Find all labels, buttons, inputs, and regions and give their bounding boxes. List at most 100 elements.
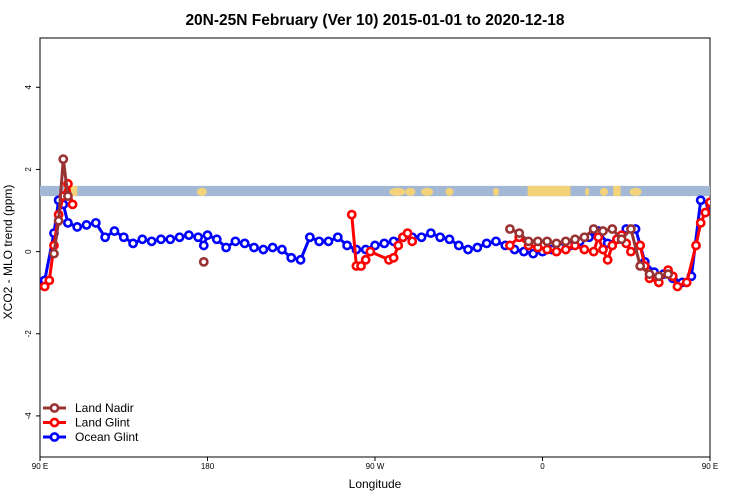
data-point — [356, 261, 366, 271]
land-patch — [492, 187, 499, 196]
land-segment — [613, 185, 621, 197]
data-point — [453, 240, 464, 251]
data-point — [402, 228, 413, 239]
data-point — [137, 234, 148, 245]
x-tick-label: 90 E — [32, 462, 48, 471]
land-patch — [421, 187, 434, 196]
data-point — [221, 242, 232, 253]
data-point — [588, 224, 599, 234]
ocean-band — [40, 185, 710, 197]
data-point — [579, 232, 590, 243]
data-point — [716, 219, 723, 226]
land-patch — [629, 187, 642, 196]
data-point — [598, 244, 608, 255]
data-point — [607, 224, 618, 234]
data-point — [295, 254, 306, 265]
data-point — [277, 244, 287, 255]
data-point — [532, 236, 543, 247]
data-point — [249, 242, 259, 253]
data-point — [681, 277, 692, 288]
data-point — [491, 236, 501, 247]
data-point — [44, 275, 55, 286]
data-point — [444, 234, 455, 245]
series-line — [724, 159, 738, 254]
legend-label: Land Glint — [75, 416, 130, 430]
data-point — [58, 154, 69, 165]
data-point — [258, 244, 269, 255]
legend-marker — [49, 417, 60, 428]
data-point — [626, 224, 636, 234]
y-tick-label: -4 — [24, 412, 33, 420]
y-axis: -4 -2 0 2 4 — [24, 85, 40, 420]
data-point — [691, 240, 701, 251]
data-point — [407, 236, 418, 247]
data-point — [156, 234, 166, 245]
data-point — [211, 234, 222, 245]
data-point — [481, 238, 492, 249]
y-axis-label: XCO2 - MLO trend (ppm) — [1, 185, 15, 320]
data-point — [332, 232, 343, 243]
data-point — [63, 191, 73, 202]
data-point — [109, 226, 120, 236]
data-point — [700, 207, 710, 218]
land-segment — [734, 186, 747, 196]
data-point — [560, 244, 571, 255]
data-point — [560, 236, 571, 247]
y-tick-label: -2 — [24, 330, 33, 338]
data-point — [286, 252, 297, 263]
data-point — [323, 236, 334, 247]
data-point — [90, 217, 101, 228]
data-point — [360, 254, 371, 265]
data-point — [523, 236, 534, 247]
data-point — [365, 246, 376, 257]
data-point — [463, 244, 473, 255]
data-point — [165, 234, 176, 245]
data-point — [644, 269, 655, 280]
data-point — [695, 217, 706, 228]
data-point — [593, 232, 604, 243]
data-point — [725, 223, 732, 230]
data-point — [435, 232, 446, 243]
data-point — [716, 180, 723, 187]
data-point — [40, 281, 50, 292]
land-ocean-band — [40, 185, 747, 197]
x-tick-label: 90 W — [366, 462, 385, 471]
data-point — [705, 197, 710, 208]
data-point — [570, 234, 580, 245]
data-point — [100, 232, 111, 243]
data-point — [744, 219, 750, 226]
data-point — [528, 248, 539, 259]
series-line — [52, 159, 70, 254]
land-segment — [527, 185, 571, 197]
data-point — [542, 244, 553, 255]
data-point — [72, 222, 83, 232]
land-patch — [405, 187, 416, 196]
data-point — [146, 236, 157, 247]
legend-label: Land Nadir — [75, 401, 134, 415]
data-point — [198, 240, 209, 251]
data-point — [588, 246, 599, 257]
data-point — [67, 199, 78, 210]
data-point — [635, 240, 646, 251]
data-point — [314, 236, 325, 247]
data-point — [518, 246, 529, 257]
data-point — [542, 236, 553, 247]
x-tick-label: 90 E — [702, 462, 718, 471]
data-point — [635, 261, 646, 271]
series-group — [40, 154, 750, 292]
x-tick-label: 0 — [540, 462, 545, 471]
data-point — [342, 240, 352, 251]
data-point — [49, 248, 59, 259]
data-point — [616, 234, 627, 245]
data-point — [472, 242, 483, 253]
data-point — [198, 256, 209, 267]
data-point — [183, 230, 194, 241]
data-point — [709, 194, 710, 198]
legend-marker — [49, 432, 60, 442]
y-tick-label: 2 — [24, 167, 33, 172]
data-point — [239, 238, 250, 249]
data-point — [193, 232, 204, 243]
data-point — [663, 269, 674, 280]
